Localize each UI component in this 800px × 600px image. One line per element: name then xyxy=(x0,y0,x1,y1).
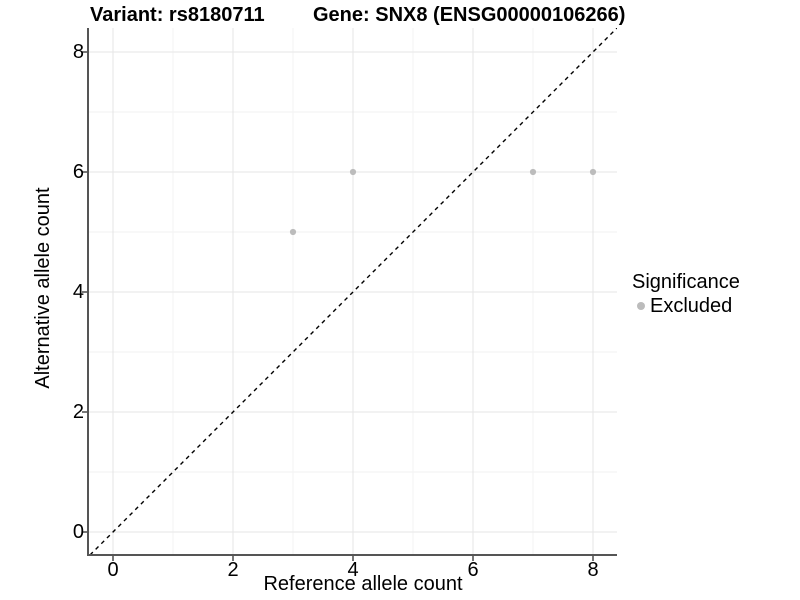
x-tick-label: 6 xyxy=(467,559,479,581)
legend-title: Significance xyxy=(632,271,740,293)
y-axis-title: Alternative allele count xyxy=(32,187,54,389)
legend-entry-label: Excluded xyxy=(650,295,733,317)
x-tick-label: 2 xyxy=(227,559,239,581)
y-tick-label: 4 xyxy=(72,281,84,303)
y-tick-label: 8 xyxy=(72,41,84,63)
y-tick-label: 0 xyxy=(72,521,84,543)
x-tick-label: 0 xyxy=(107,559,119,581)
legend-entries: Excluded xyxy=(632,295,740,317)
legend: Significance Excluded xyxy=(632,271,740,317)
y-tick-label: 2 xyxy=(72,401,84,423)
plot-title-gene: Gene: SNX8 (ENSG00000106266) xyxy=(313,4,626,26)
legend-entry: Excluded xyxy=(632,295,740,317)
plot-title-variant: Variant: rs8180711 xyxy=(90,4,265,26)
x-axis-title: Reference allele count xyxy=(263,573,463,595)
x-tick-label: 4 xyxy=(347,559,359,581)
x-tick-label: 8 xyxy=(587,559,599,581)
legend-point-icon xyxy=(637,302,645,310)
plot-panel xyxy=(82,28,617,561)
y-tick-label: 6 xyxy=(72,161,84,183)
